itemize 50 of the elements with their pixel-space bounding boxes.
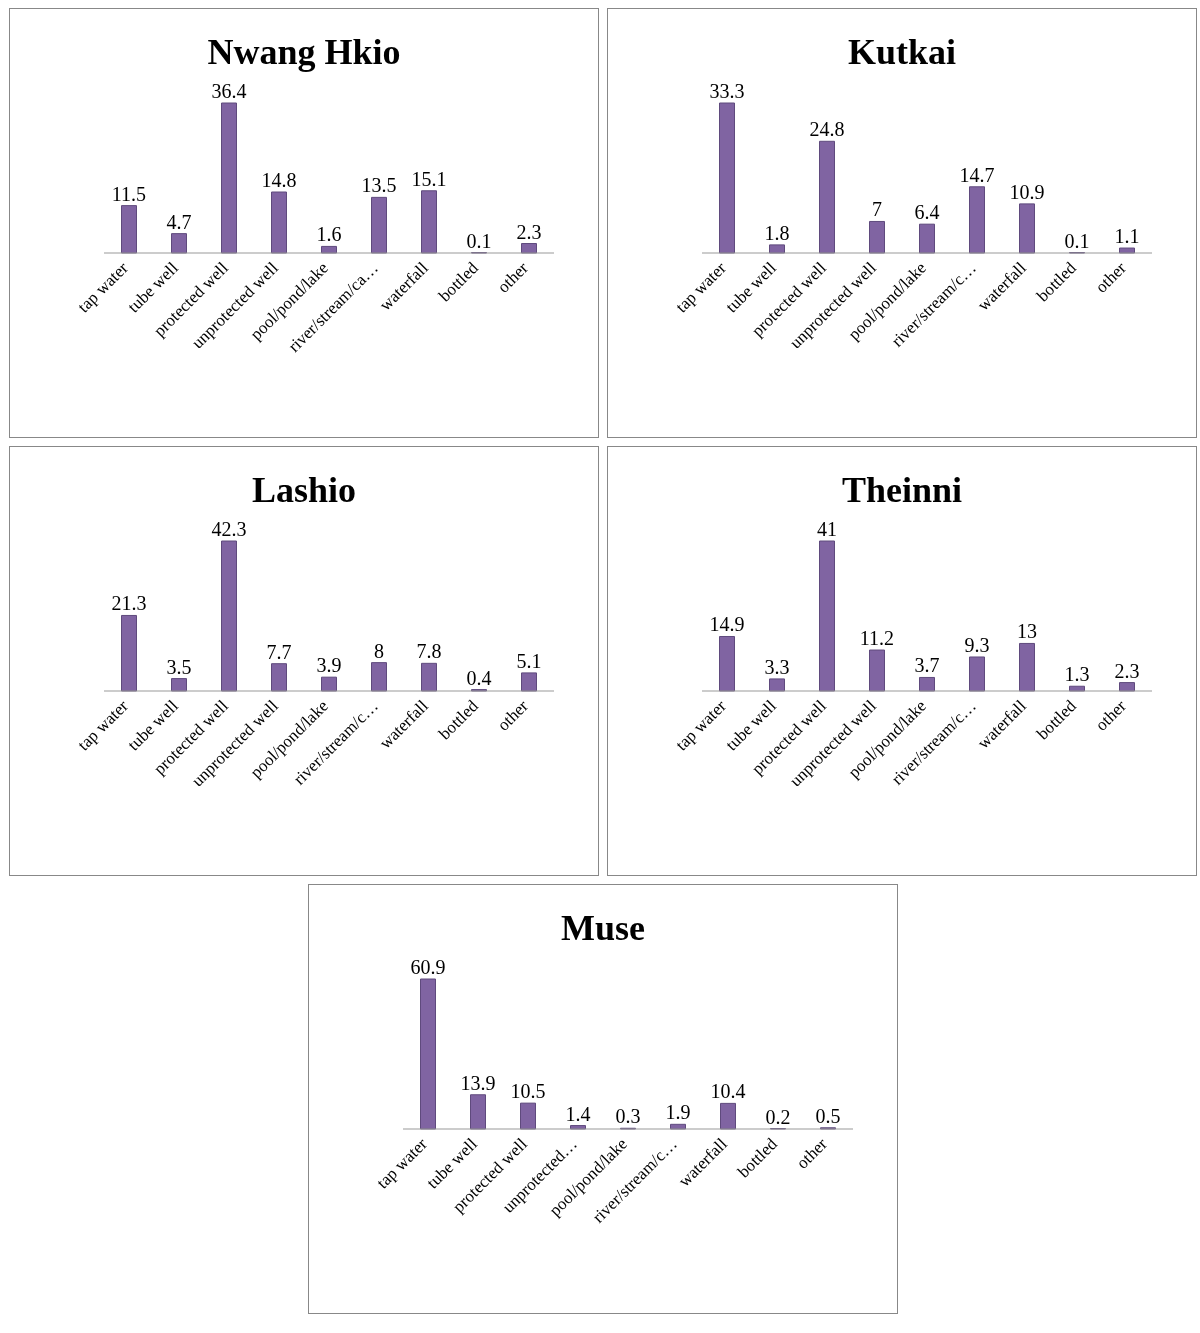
chart-title: Kutkai	[847, 31, 957, 73]
data-label: 5.1	[516, 649, 542, 672]
data-label: 15.1	[411, 167, 447, 190]
data-label: 7.8	[416, 640, 442, 663]
data-label: 6.4	[914, 201, 940, 224]
data-label: 0.2	[765, 1105, 791, 1128]
data-label: 4.7	[166, 210, 192, 233]
data-label: 14.7	[959, 163, 995, 186]
data-label: 0.4	[466, 666, 492, 689]
data-label: 13.9	[460, 1071, 496, 1094]
data-label: 10.5	[510, 1080, 546, 1103]
data-label: 10.4	[710, 1080, 746, 1103]
data-label: 9.3	[964, 633, 990, 656]
data-label: 36.4	[211, 80, 247, 102]
data-label: 41	[817, 518, 837, 540]
data-label: 3.3	[764, 655, 790, 678]
data-label: 0.1	[1064, 229, 1090, 252]
data-label: 11.5	[111, 182, 147, 205]
data-label: 24.8	[809, 118, 845, 141]
data-label: 11.2	[859, 627, 895, 650]
data-label: 13	[1017, 620, 1037, 643]
chart-title: Lashio	[251, 469, 357, 511]
data-label: 7	[872, 198, 882, 221]
data-label: 3.9	[316, 654, 342, 677]
data-label: 33.3	[709, 80, 745, 102]
data-label: 1.1	[1114, 225, 1140, 248]
data-label: 7.7	[266, 640, 292, 663]
chart-title: Muse	[561, 907, 645, 949]
data-label: 1.8	[764, 221, 790, 244]
data-label: 1.3	[1064, 663, 1090, 686]
data-label: 3.5	[166, 655, 192, 678]
data-label: 2.3	[1114, 659, 1140, 682]
data-label: 0.1	[466, 229, 492, 252]
data-label: 1.9	[665, 1101, 691, 1124]
data-label: 42.3	[211, 518, 247, 540]
data-label: 10.9	[1009, 180, 1045, 203]
data-label: 1.6	[316, 223, 342, 246]
data-label: 21.3	[111, 592, 147, 615]
data-label: 8	[374, 639, 384, 662]
data-label: 0.5	[815, 1104, 841, 1127]
data-label: 3.7	[914, 654, 940, 677]
data-label: 14.9	[709, 613, 745, 636]
chart-title: Theinni	[841, 469, 963, 511]
data-label: 2.3	[516, 220, 542, 243]
data-label: 60.9	[410, 956, 446, 978]
chart-title: Nwang Hkio	[207, 31, 401, 73]
data-label: 13.5	[361, 174, 397, 197]
data-label: 0.3	[615, 1105, 641, 1128]
data-label: 14.8	[261, 169, 297, 192]
data-label: 1.4	[565, 1102, 591, 1125]
